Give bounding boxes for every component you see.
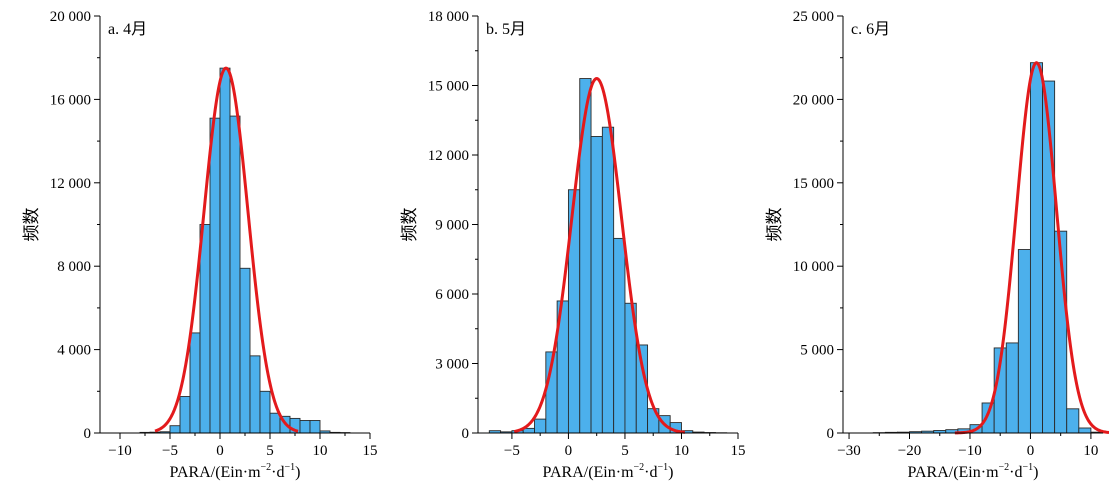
x-axis-title-superscript: −1 (284, 462, 295, 473)
x-axis-title-superscript: −2 (634, 462, 645, 473)
histogram-bar (170, 426, 180, 433)
x-tick-label: 10 (674, 443, 689, 459)
panel-label: a. 4月 (108, 21, 147, 38)
y-tick-label: 10 000 (793, 259, 834, 275)
y-tick-label: 4 000 (57, 343, 91, 359)
x-axis-title-superscript: −2 (999, 462, 1010, 473)
histogram-bar (180, 397, 190, 433)
x-tick-label: 0 (565, 443, 573, 459)
x-tick-label: 0 (216, 443, 224, 459)
histogram-bar (614, 238, 625, 433)
y-axis-title: 频数 (765, 208, 785, 242)
y-tick-label: 16 000 (50, 92, 91, 108)
histogram-bar (250, 356, 260, 433)
x-axis-title-part: ·d (1009, 464, 1022, 481)
histogram-bar (535, 419, 546, 433)
histogram-bar (220, 68, 230, 433)
histogram-bar (591, 136, 602, 433)
x-tick-label: −10 (958, 443, 981, 459)
histogram-bar (1006, 343, 1018, 433)
x-tick-label: 10 (313, 443, 328, 459)
histogram-bar (1079, 428, 1091, 433)
y-tick-label: 0 (827, 426, 835, 442)
x-tick-label: 10 (1083, 443, 1098, 459)
histogram-bar (982, 403, 994, 433)
histogram-bar (1018, 250, 1030, 433)
panel-label: c. 6月 (851, 21, 890, 38)
x-axis-title: PARA/(Ein·m−2·d−1) (908, 462, 1039, 481)
histogram-bar (1067, 409, 1079, 433)
histogram-bar (270, 413, 280, 433)
x-tick-label: 0 (1027, 443, 1035, 459)
y-tick-label: 0 (84, 426, 92, 442)
histogram-bar (200, 225, 210, 434)
x-axis-title-superscript: −1 (1022, 462, 1033, 473)
x-tick-label: −30 (837, 443, 860, 459)
x-axis-title-part: ) (1033, 464, 1038, 481)
histogram-bar (190, 333, 200, 433)
y-tick-label: 18 000 (428, 9, 469, 25)
y-tick-label: 20 000 (793, 92, 834, 108)
x-axis-title-part: ) (295, 464, 300, 481)
chart-panel-2: 0 5 000 10 000 15 000 20 000 25 000 −30 −20 −10 0… (765, 9, 1109, 481)
x-tick-label: −20 (898, 443, 921, 459)
y-tick-label: 12 000 (428, 148, 469, 164)
histogram-bar (602, 127, 613, 433)
x-tick-label: −5 (504, 443, 520, 459)
x-tick-label: 5 (621, 443, 629, 459)
x-axis-title-superscript: −2 (261, 462, 272, 473)
y-tick-label: 6 000 (435, 287, 469, 303)
y-tick-label: 15 000 (428, 79, 469, 95)
x-axis-title-part: PARA/(Ein·m (543, 464, 635, 481)
histogram-bar (230, 116, 240, 433)
x-tick-label: 15 (731, 443, 746, 459)
x-axis-title-part: PARA/(Ein·m (908, 464, 1000, 481)
histogram-bar (210, 118, 220, 433)
x-tick-label: 5 (266, 443, 274, 459)
x-axis-title-part: ) (668, 464, 673, 481)
histogram-bar (1030, 63, 1042, 433)
y-tick-label: 20 000 (50, 9, 91, 25)
x-tick-label: −10 (108, 443, 131, 459)
y-axis-title: 频数 (400, 208, 420, 242)
x-axis-title-superscript: −1 (657, 462, 668, 473)
chart-panel-1: 0 3 000 6 000 9 000 12 000 15 000 18 000 −5 0 5 10… (400, 9, 746, 481)
y-tick-label: 0 (462, 426, 470, 442)
y-axis-title: 频数 (22, 208, 42, 242)
y-tick-label: 12 000 (50, 176, 91, 192)
y-tick-label: 15 000 (793, 176, 834, 192)
x-axis-title: PARA/(Ein·m−2·d−1) (543, 462, 674, 481)
y-tick-label: 25 000 (793, 9, 834, 25)
x-axis-title-part: ·d (271, 464, 284, 481)
histogram-bar (300, 420, 310, 433)
y-tick-label: 3 000 (435, 357, 469, 373)
y-tick-label: 9 000 (435, 218, 469, 234)
histogram-bar (310, 420, 320, 433)
histogram-bar (240, 268, 250, 433)
histogram-bar (260, 391, 270, 433)
x-axis-title: PARA/(Ein·m−2·d−1) (170, 462, 301, 481)
x-axis-title-part: PARA/(Ein·m (170, 464, 262, 481)
x-tick-label: −5 (162, 443, 178, 459)
x-axis-title-part: ·d (644, 464, 657, 481)
panel-label: b. 5月 (486, 21, 526, 38)
x-tick-label: 15 (363, 443, 378, 459)
chart-panel-0: 0 4 000 8 000 12 000 16 000 20 000 −10 −5 0 5 10 15… (22, 9, 378, 481)
y-tick-label: 5 000 (800, 343, 834, 359)
y-tick-label: 8 000 (57, 259, 91, 275)
